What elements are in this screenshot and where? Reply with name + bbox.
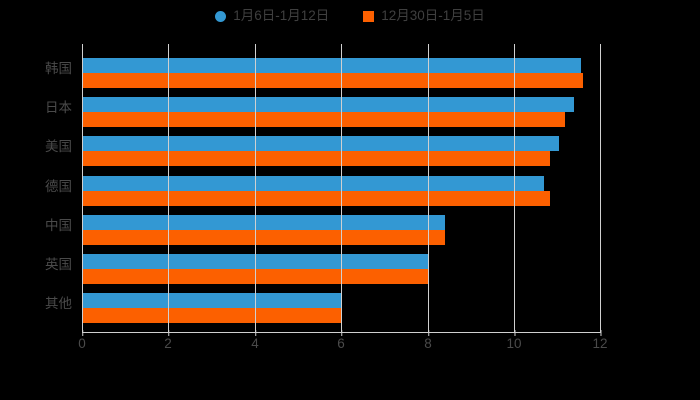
bar-series-1[interactable] xyxy=(82,230,445,245)
bar-series-0[interactable] xyxy=(82,136,559,151)
bar-series-1[interactable] xyxy=(82,73,583,88)
x-axis-tick-label: 2 xyxy=(164,330,172,351)
x-axis-tick-mark xyxy=(254,330,256,336)
x-axis-tick-mark xyxy=(81,330,83,336)
x-axis-labels: 0 2 4 6 8 10 12 xyxy=(78,330,608,357)
bar-series-0[interactable] xyxy=(82,97,575,112)
legend-item-series-0[interactable]: 1月6日-1月12日 xyxy=(215,5,329,27)
y-axis-tick-label: 其他 xyxy=(45,296,72,311)
gridline xyxy=(255,44,256,332)
bar-series-1[interactable] xyxy=(82,112,566,127)
x-axis-tick-mark xyxy=(427,330,429,336)
bar-series-0[interactable] xyxy=(82,215,445,230)
bar-series-0[interactable] xyxy=(82,58,581,73)
x-axis-tick-mark xyxy=(340,330,342,336)
gridline xyxy=(168,44,169,332)
bar-series-1[interactable] xyxy=(82,151,551,166)
bar-series-0[interactable] xyxy=(82,293,341,308)
plot-right-border xyxy=(600,44,601,332)
y-axis-labels: 韩国 日本 美国 德国 中国 英国 其他 xyxy=(0,44,72,332)
legend-item-series-1[interactable]: 12月30日-1月5日 xyxy=(363,5,485,27)
gridline xyxy=(428,44,429,332)
x-axis-tick-mark xyxy=(600,330,601,336)
legend-item-label: 12月30日-1月5日 xyxy=(381,8,485,24)
y-axis-line xyxy=(82,44,83,332)
x-axis-tick-label: 4 xyxy=(251,330,259,351)
gridline xyxy=(341,44,342,332)
y-axis-tick-label: 中国 xyxy=(45,218,72,233)
y-axis-tick-label: 美国 xyxy=(45,139,72,154)
bar-series-0[interactable] xyxy=(82,176,544,191)
y-axis-tick-label: 德国 xyxy=(45,179,72,194)
x-axis-tick-label: 0 xyxy=(78,330,86,351)
y-axis-tick-label: 日本 xyxy=(45,100,72,115)
y-axis-tick-label: 韩国 xyxy=(45,61,72,76)
chart-legend: 1月6日-1月12日 12月30日-1月5日 xyxy=(0,4,700,28)
legend-square-marker-icon xyxy=(363,10,375,22)
legend-item-label: 1月6日-1月12日 xyxy=(233,8,330,24)
x-axis-tick-label: 10 xyxy=(506,330,522,351)
x-axis-tick-mark xyxy=(514,330,515,336)
x-axis-tick-label: 12 xyxy=(592,330,608,351)
x-axis-tick-label: 6 xyxy=(337,330,345,351)
legend-circle-marker-icon xyxy=(215,10,227,22)
x-axis-tick-mark xyxy=(167,330,169,336)
plot-area xyxy=(82,44,601,333)
bar-series-1[interactable] xyxy=(82,191,551,206)
gridline xyxy=(514,44,515,332)
bar-series-1[interactable] xyxy=(82,308,341,323)
x-axis-tick-label: 8 xyxy=(424,330,432,351)
y-axis-tick-label: 英国 xyxy=(45,257,72,272)
